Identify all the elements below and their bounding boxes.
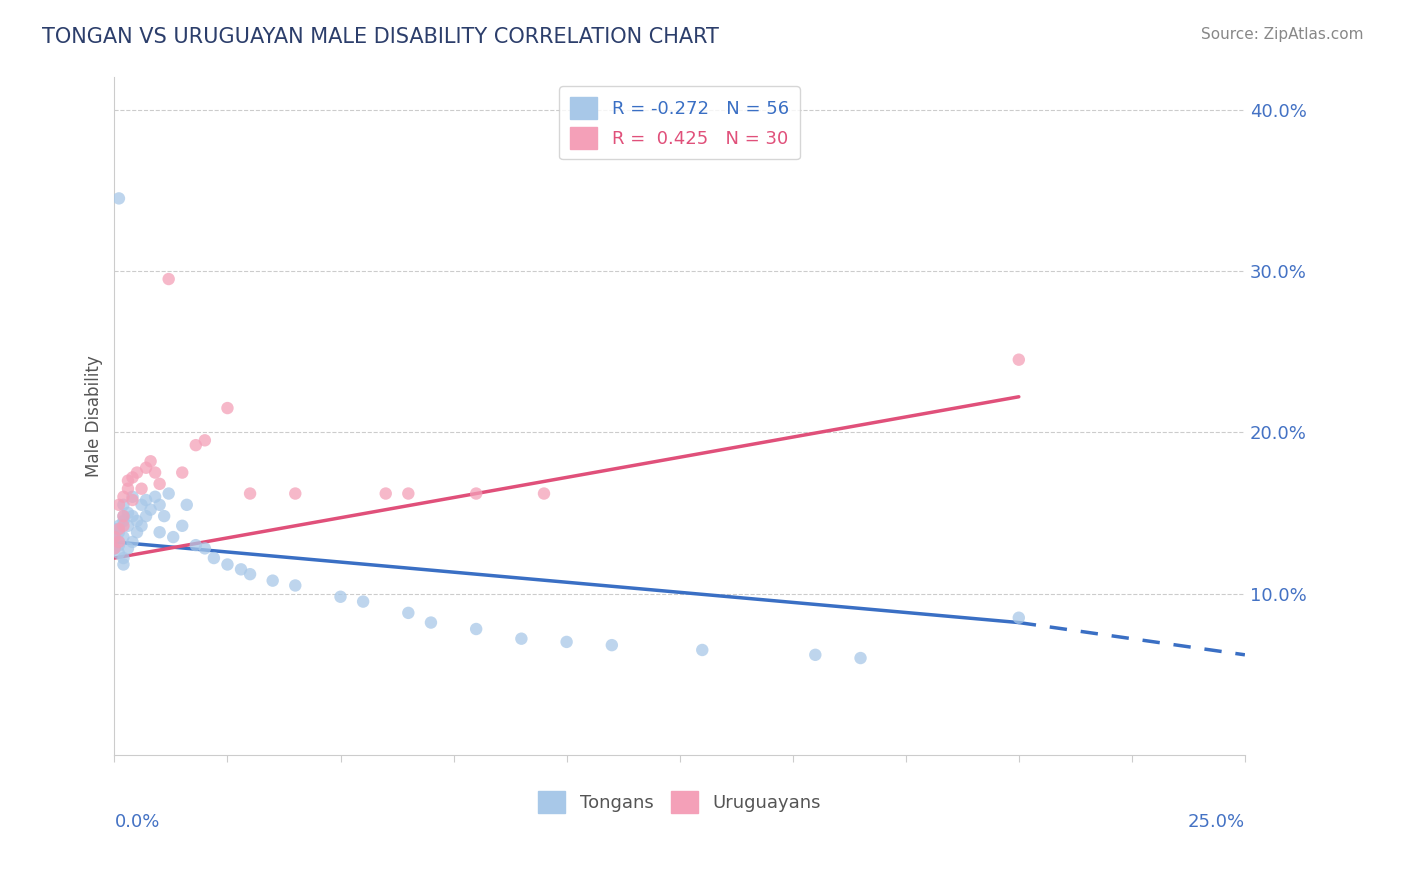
Point [103,541,125,556]
Point [112,518,135,533]
Point [117,541,139,556]
Point [194,541,217,556]
Point [153,509,176,524]
Point [849,651,872,665]
Point [117,474,139,488]
Point [103,522,125,536]
Point [162,530,184,544]
Point [117,518,139,533]
Point [121,470,143,484]
Point [690,643,713,657]
Point [108,546,131,560]
Point [239,567,262,582]
Point [1008,352,1031,367]
Point [112,558,135,572]
Point [103,530,125,544]
Point [112,509,135,524]
Point [112,551,135,566]
Point [131,482,153,496]
Point [112,509,135,524]
Point [194,434,217,448]
Point [112,530,135,544]
Point [121,493,143,508]
Point [229,562,252,576]
Point [112,514,135,528]
Point [108,535,131,549]
Y-axis label: Male Disability: Male Disability [86,355,103,477]
Point [217,401,239,415]
Point [510,632,533,646]
Point [352,594,374,608]
Point [202,551,225,566]
Point [125,466,148,480]
Point [396,486,419,500]
Point [465,486,488,500]
Point [103,530,125,544]
Point [121,490,143,504]
Point [239,486,262,500]
Point [172,518,194,533]
Point [329,590,352,604]
Point [1008,611,1031,625]
Point [135,460,157,475]
Point [217,558,239,572]
Point [139,454,162,468]
Point [157,486,180,500]
Point [117,482,139,496]
Point [149,476,172,491]
Point [108,191,131,205]
Point [533,486,555,500]
Point [184,538,207,552]
Text: TONGAN VS URUGUAYAN MALE DISABILITY CORRELATION CHART: TONGAN VS URUGUAYAN MALE DISABILITY CORR… [42,27,718,46]
Text: 0.0%: 0.0% [114,814,160,831]
Point [149,525,172,540]
Point [121,535,143,549]
Point [184,438,207,452]
Point [117,506,139,520]
Point [103,541,125,556]
Point [374,486,396,500]
Point [143,490,166,504]
Point [121,509,143,524]
Point [284,486,307,500]
Point [176,498,198,512]
Point [284,578,307,592]
Point [555,635,578,649]
Text: Source: ZipAtlas.com: Source: ZipAtlas.com [1201,27,1364,42]
Point [108,538,131,552]
Point [420,615,443,630]
Point [135,493,157,508]
Point [465,622,488,636]
Point [112,498,135,512]
Point [108,518,131,533]
Point [396,606,419,620]
Point [804,648,827,662]
Point [600,638,623,652]
Point [131,518,153,533]
Point [131,498,153,512]
Point [143,466,166,480]
Point [139,502,162,516]
Point [125,514,148,528]
Point [108,498,131,512]
Point [108,525,131,540]
Point [149,498,172,512]
Point [112,490,135,504]
Text: 25.0%: 25.0% [1188,814,1244,831]
Point [108,522,131,536]
Point [125,525,148,540]
Point [135,509,157,524]
Point [262,574,284,588]
Point [172,466,194,480]
Point [108,535,131,549]
Legend: Tongans, Uruguayans: Tongans, Uruguayans [530,784,828,821]
Point [157,272,180,286]
